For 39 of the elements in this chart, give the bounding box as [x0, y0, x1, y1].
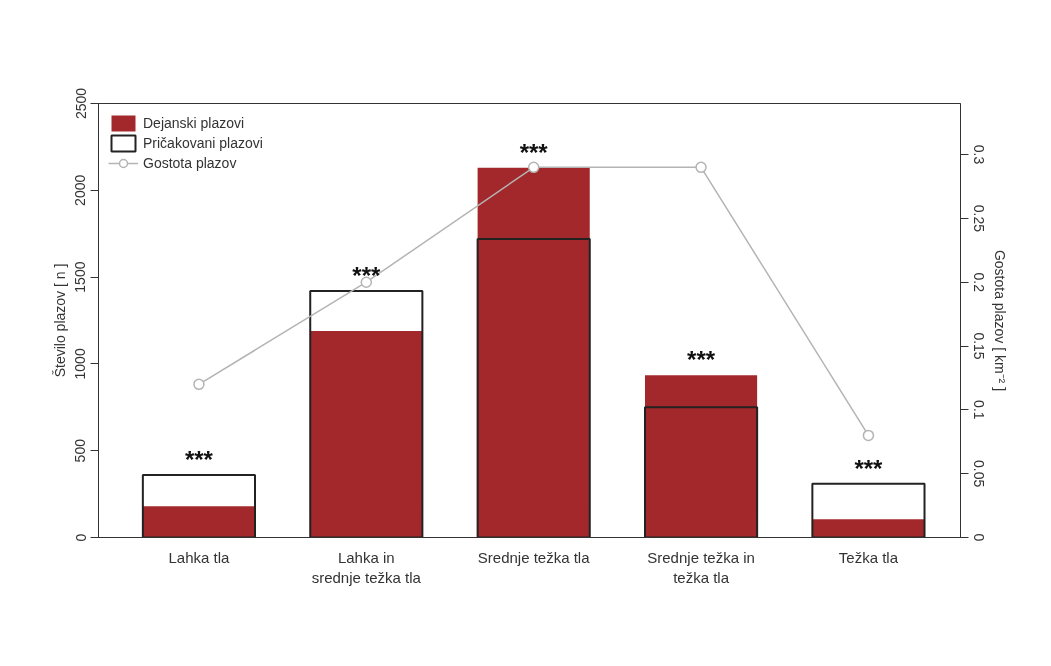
y2-tick-label: 0.25 — [970, 204, 987, 233]
x-tick-label: Lahka in srednje težka tla — [311, 548, 422, 586]
y-tick-label: 0 — [72, 533, 89, 542]
point — [527, 161, 540, 174]
annotation: *** — [352, 262, 381, 290]
y2-tick-label: 0 — [970, 533, 987, 542]
y-tick-label: 1500 — [72, 261, 89, 293]
point — [193, 378, 205, 391]
y2-tick-label: 0.15 — [970, 332, 987, 360]
bar — [477, 167, 590, 538]
x-tick-label: Srednje težka in težka tla — [647, 548, 755, 586]
y-tick-label: 1000 — [72, 348, 89, 380]
y-tick-label: 2500 — [72, 87, 89, 120]
legend-label: Gostota plazov — [143, 155, 237, 171]
legend-label: Dejanski plazovi — [143, 115, 245, 131]
x-tick-label: Težka tla — [838, 548, 899, 566]
bar — [812, 519, 925, 538]
annotation: *** — [184, 446, 214, 474]
point — [360, 276, 373, 288]
y-tick-label: 2000 — [72, 174, 89, 206]
y2-tick-label: 0.05 — [970, 460, 987, 488]
x-tick-label: Lahka tla — [168, 548, 231, 566]
bar — [309, 289, 424, 538]
point — [695, 161, 707, 174]
annotation: *** — [687, 346, 716, 374]
y2-tick-label: 0.2 — [970, 272, 987, 293]
y-axis-title: Število plazov [ n ] — [51, 263, 68, 378]
bar — [142, 506, 255, 538]
y2-axis-title: Gostota plazov [ km⁻² ] — [991, 249, 1008, 392]
point — [862, 429, 875, 442]
legend-label: Pričakovani plazovi — [143, 135, 263, 151]
bar — [310, 330, 423, 538]
bar — [644, 375, 758, 538]
y2-tick-label: 0.1 — [970, 400, 987, 420]
x-tick-label: Srednje težka tla — [477, 548, 591, 566]
annotation: *** — [519, 139, 549, 166]
y2-tick-label: 0.3 — [970, 144, 987, 165]
annotation: *** — [854, 454, 884, 482]
y-tick-label: 500 — [72, 438, 89, 463]
